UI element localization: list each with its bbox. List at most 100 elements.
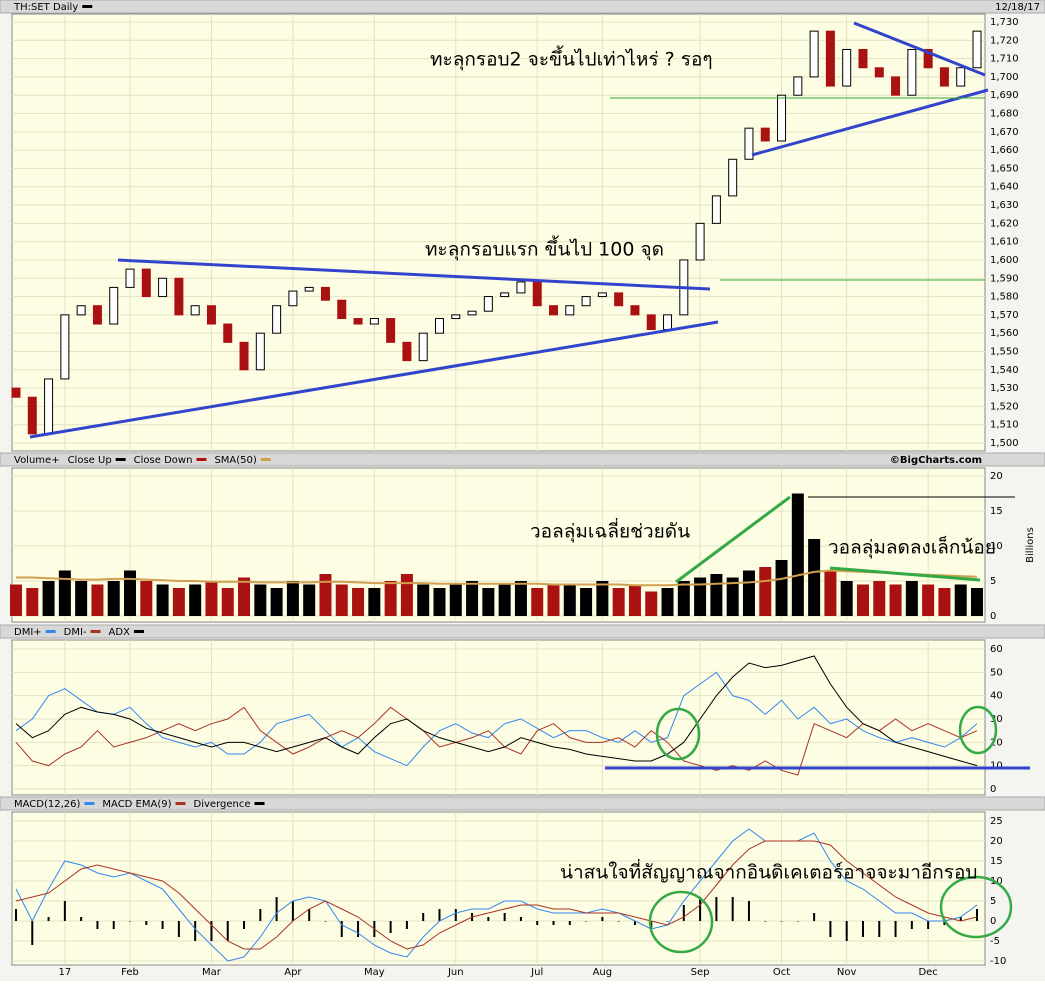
y-tick-label: 1,690 [990, 90, 1019, 101]
candle [760, 127, 770, 142]
y-tick-label: 1,560 [990, 328, 1019, 339]
annotation: น่าสนใจที่สัญญาณจากอินดิเคเตอร์อาจจะมาอี… [560, 859, 977, 884]
candle [483, 296, 493, 312]
divergence-bar [943, 921, 946, 925]
y-tick-label: 1,680 [990, 109, 1019, 120]
y-tick-label: 1,670 [990, 127, 1019, 138]
y-tick-label: 0 [990, 784, 996, 795]
divergence-bar [927, 921, 930, 929]
series-line [15, 828, 978, 962]
signal-circle [939, 875, 1013, 939]
plot-area [11, 811, 986, 966]
candle [777, 94, 787, 142]
divergence-bar [405, 921, 408, 929]
y-tick-label: 1,730 [990, 17, 1019, 28]
volume-bar [645, 591, 658, 616]
volume-bar [775, 560, 788, 616]
divergence-bar [112, 921, 115, 929]
volume-bar [10, 584, 22, 616]
candle [386, 318, 396, 343]
volume-bar [612, 588, 625, 616]
divergence-bar [861, 921, 864, 937]
legend-swatch [115, 458, 126, 461]
legend-label: SMA(50) [214, 455, 256, 466]
candle [288, 290, 298, 307]
legend-swatch [175, 802, 186, 805]
y-tick-label: 5 [990, 896, 996, 907]
candle [109, 286, 119, 325]
volume-bar [971, 588, 983, 616]
x-tick-label: Jun [447, 967, 464, 978]
y-tick-label: 1,630 [990, 200, 1019, 211]
y-tick-label: 15 [990, 506, 1003, 517]
candle [353, 318, 363, 325]
candle [874, 67, 884, 78]
volume-bar [580, 588, 593, 616]
legend-swatch [84, 802, 95, 805]
legend-label: MACD EMA(9) [102, 799, 171, 810]
divergence-bar [63, 901, 66, 921]
volume-bar [694, 577, 707, 616]
candle [467, 310, 477, 316]
divergence-bar [487, 917, 490, 921]
x-tick-label: Mar [202, 967, 222, 978]
divergence-bar [845, 921, 848, 941]
y-tick-label: 1,540 [990, 365, 1019, 376]
date-label: 12/18/17 [995, 2, 1040, 13]
candle [272, 305, 282, 334]
volume-bar [172, 588, 185, 616]
candle [597, 292, 607, 298]
candle [434, 318, 444, 334]
volume-bar [352, 588, 365, 616]
annotation: วอลลุ่มเฉลี่ยช่วยดัน [530, 518, 690, 544]
divergence-bar [438, 909, 441, 921]
y-tick-label: 1,530 [990, 383, 1019, 394]
y-tick-label: 1,620 [990, 218, 1019, 229]
divergence-bar [536, 921, 539, 925]
volume-bar [563, 584, 576, 616]
divergence-bar [829, 921, 832, 937]
candle [255, 332, 265, 371]
volume-bar [254, 584, 267, 616]
candle [663, 314, 673, 331]
trend-line [117, 258, 711, 291]
divergence-bar [161, 921, 164, 929]
candle [60, 314, 70, 380]
volume-bar [742, 570, 755, 616]
candle [304, 286, 314, 292]
divergence-bar [80, 917, 83, 921]
divergence-bar [129, 921, 132, 922]
divergence-bar [764, 921, 767, 922]
candle [206, 305, 216, 325]
volume-bar [498, 584, 511, 616]
volume-bar [335, 584, 348, 616]
candle [369, 318, 379, 325]
candle [825, 30, 835, 87]
divergence-bar [357, 921, 360, 937]
candle [939, 67, 949, 87]
volume-bar [661, 588, 674, 616]
volume-bar [873, 581, 886, 616]
panel-header [0, 0, 1045, 14]
divergence-bar [878, 921, 881, 937]
volume-bar [791, 493, 804, 616]
divergence-bar [15, 909, 17, 921]
panel-header [0, 796, 1045, 811]
candle [223, 323, 233, 343]
y-tick-label: 20 [990, 836, 1003, 847]
candle [565, 305, 575, 316]
volume-trend [829, 566, 981, 582]
legend-label: TH:SET Daily [13, 2, 78, 13]
candle [27, 396, 37, 435]
divergence-bar [177, 921, 180, 937]
volume-bar [547, 584, 560, 616]
y-tick-label: 1,660 [990, 145, 1019, 156]
candle [44, 378, 54, 435]
legend-swatch [196, 458, 207, 461]
candle [190, 305, 200, 316]
candle [891, 76, 901, 96]
divergence-bar [796, 921, 799, 922]
legend-label: Divergence [194, 799, 251, 810]
divergence-bar [194, 921, 197, 941]
y-tick-label: 30 [990, 714, 1003, 725]
